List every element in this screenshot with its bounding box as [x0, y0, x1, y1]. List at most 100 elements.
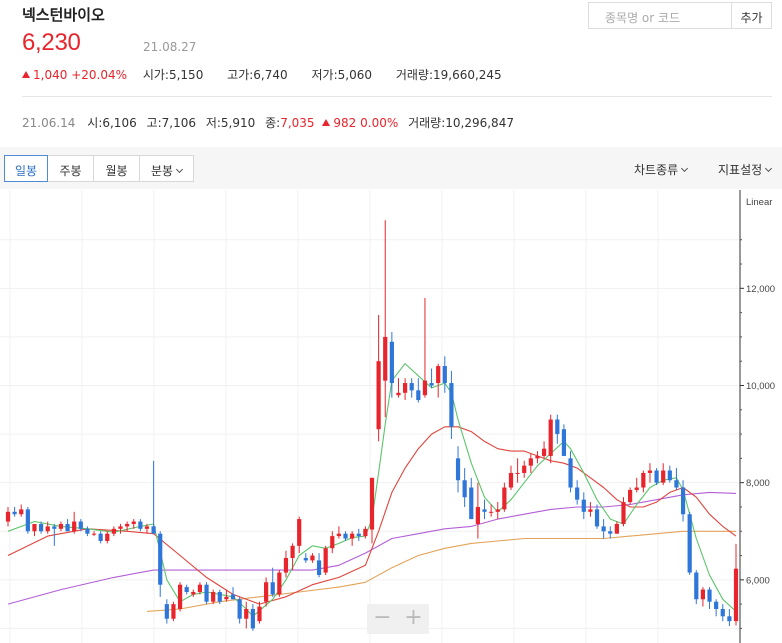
- candle-body: [628, 489, 633, 503]
- candle-body: [389, 341, 394, 384]
- candle-body: [78, 521, 83, 529]
- current-price: 6,230: [22, 29, 81, 56]
- ma60-line: [7, 491, 737, 605]
- candle-body: [442, 366, 447, 384]
- scale-label: Linear: [746, 197, 772, 208]
- candle-body: [436, 366, 441, 384]
- candle-body: [561, 429, 567, 456]
- candle-body: [118, 526, 123, 529]
- tab-daily[interactable]: 일봉: [4, 155, 48, 182]
- zoom-in-button[interactable]: +: [404, 605, 423, 630]
- candle-body: [144, 526, 150, 529]
- indicator-settings-dropdown[interactable]: 지표설정: [718, 161, 773, 178]
- candle-body: [568, 458, 573, 488]
- candle-body: [191, 591, 196, 595]
- tab-weekly[interactable]: 주봉: [48, 155, 94, 182]
- zoom-controls: − +: [367, 604, 429, 634]
- price-date: 21.08.27: [143, 40, 197, 54]
- candle-body: [158, 533, 163, 585]
- candle-body: [720, 608, 725, 617]
- candle-body: [601, 526, 606, 532]
- price-change-pct: +20.04%: [71, 68, 127, 82]
- candle-body: [707, 589, 712, 602]
- candle-body: [714, 601, 719, 609]
- candle-body: [12, 511, 17, 515]
- candle-open: 시:6,106: [87, 116, 137, 130]
- candle-body: [264, 582, 269, 602]
- candle-body: [363, 528, 368, 537]
- candle-body: [224, 596, 229, 600]
- candle-low: 저:5,910: [205, 116, 256, 130]
- candle-body: [409, 383, 414, 391]
- candle-body: [455, 458, 461, 481]
- candle-body: [495, 509, 500, 512]
- candle-body: [323, 548, 328, 573]
- price-tick-label: 8,000: [746, 478, 770, 489]
- candle-body: [502, 487, 507, 510]
- candle-body: [343, 533, 348, 539]
- chart-type-dropdown[interactable]: 차트종류: [634, 161, 689, 178]
- candle-body: [700, 589, 706, 600]
- divider: [22, 96, 772, 97]
- candle-body: [482, 509, 487, 512]
- candle-body: [674, 480, 679, 488]
- candle-body: [184, 587, 189, 592]
- chevron-down-icon: [681, 164, 689, 173]
- chevron-down-icon: [176, 165, 184, 174]
- candle-body: [330, 536, 335, 549]
- candle-info: 21.06.14 시:6,106 고:7,106 저:5,910 종:7,035…: [22, 114, 514, 131]
- candle-body: [85, 528, 90, 534]
- candle-body: [19, 509, 24, 515]
- price-axis: 6,000 8,000 10,000 12,000: [739, 190, 775, 643]
- candle-body: [303, 557, 308, 561]
- up-triangle-icon: [22, 71, 30, 78]
- candle-body: [647, 470, 653, 473]
- candle-body: [257, 606, 262, 622]
- candle-body: [138, 521, 143, 529]
- candle-body: [508, 472, 514, 488]
- candle-body: [541, 448, 547, 456]
- candle-body: [608, 531, 613, 534]
- candle-body: [45, 526, 50, 532]
- candle-body: [230, 594, 236, 600]
- candle-body: [204, 584, 209, 602]
- candle-body: [283, 557, 289, 573]
- candlestick-chart[interactable]: 6,000 8,000 10,000 12,000 Linear: [0, 190, 782, 643]
- candle-body: [727, 616, 732, 622]
- price-change: 1,040 +20.04%: [22, 68, 127, 82]
- candle-body: [376, 361, 381, 430]
- candle-body: [641, 472, 646, 488]
- stock-search-input[interactable]: 종목명 or 코드: [588, 2, 732, 29]
- candle-body: [522, 465, 527, 473]
- candle-body: [316, 560, 322, 575]
- candle-body: [581, 499, 586, 512]
- candles: [5, 220, 739, 631]
- open-stat: 시가:5,150: [142, 68, 204, 82]
- tab-monthly[interactable]: 월봉: [94, 155, 140, 182]
- stock-name: 넥스턴바이오: [22, 6, 105, 24]
- candle-close: 종:7,035: [265, 116, 315, 130]
- price-tick-label: 10,000: [746, 381, 775, 392]
- candle-volume: 거래량:10,296,847: [408, 116, 514, 130]
- candle-body: [177, 584, 183, 609]
- candle-body: [416, 390, 421, 401]
- candle-body: [5, 511, 11, 522]
- candle-body: [336, 533, 342, 537]
- chevron-down-icon: [765, 164, 773, 173]
- candle-body: [462, 480, 467, 498]
- candle-body: [151, 526, 156, 534]
- volume-stat: 거래량:19,660,245: [395, 68, 502, 82]
- candle-body: [164, 604, 169, 619]
- tab-minute[interactable]: 분봉: [140, 155, 194, 182]
- candle-body: [38, 523, 44, 532]
- candle-body: [594, 509, 600, 527]
- candle-body: [356, 533, 361, 537]
- candle-body: [694, 572, 699, 600]
- candle-body: [621, 502, 626, 524]
- up-triangle-icon: [322, 119, 331, 126]
- add-button[interactable]: 추가: [732, 2, 772, 29]
- candle-body: [469, 487, 474, 520]
- candle-body: [350, 533, 355, 539]
- candle-body: [402, 383, 408, 393]
- zoom-out-button[interactable]: −: [373, 605, 392, 630]
